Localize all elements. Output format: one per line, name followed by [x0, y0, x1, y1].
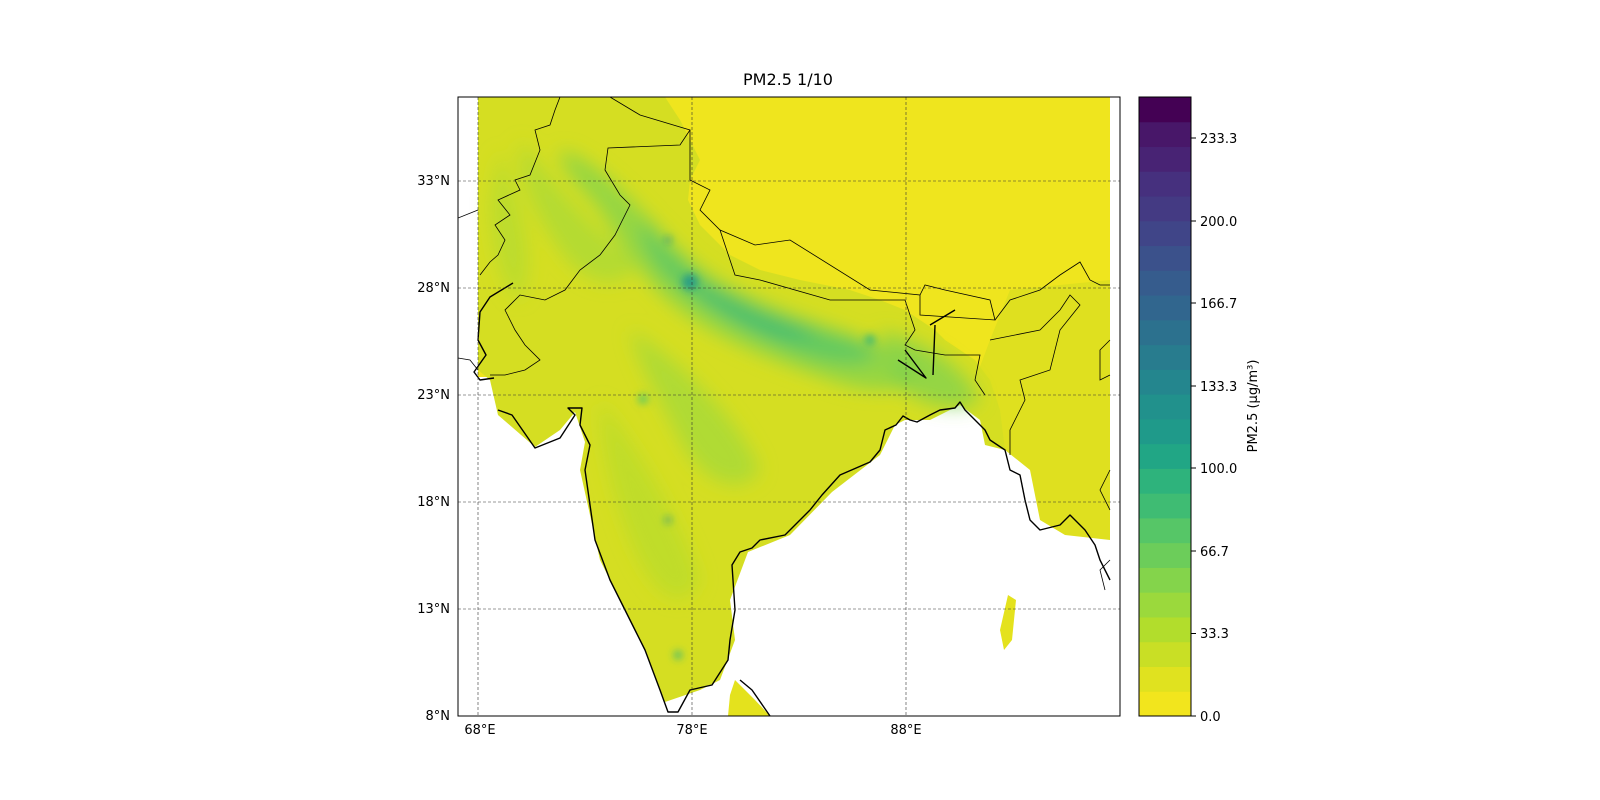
coastlines: [473, 282, 1111, 716]
colorbar-swatch: [1139, 121, 1191, 148]
colorbar-swatch: [1139, 171, 1191, 197]
andaman-islands: [1000, 595, 1016, 650]
colorbar-swatch: [1139, 146, 1191, 172]
lon-tick-label: 88°E: [890, 723, 921, 738]
colorbar-swatches: [1139, 97, 1191, 717]
colorbar-tick-label: 233.3: [1200, 132, 1237, 147]
colorbar-tick-label: 33.3: [1200, 627, 1229, 642]
pm-hotspots: [490, 140, 980, 599]
colorbar-swatch: [1139, 641, 1191, 667]
colorbar-swatch: [1139, 196, 1191, 222]
colorbar-swatch: [1139, 394, 1191, 420]
colorbar-swatch: [1139, 691, 1191, 717]
lon-tick-labels: 68°E 78°E 88°E: [464, 723, 921, 738]
colorbar-swatch: [1139, 245, 1191, 271]
colorbar-swatch: [1139, 666, 1191, 692]
colorbar-swatch: [1139, 517, 1191, 544]
colorbar-swatch: [1139, 542, 1191, 568]
sri-lanka-land: [728, 680, 770, 716]
lon-tick-label: 68°E: [464, 723, 495, 738]
colorbar-swatch: [1139, 295, 1191, 321]
pm-field-myanmar: [975, 280, 1110, 540]
colorbar-swatch: [1139, 344, 1191, 370]
colorbar-tick-label: 133.3: [1200, 380, 1237, 395]
colorbar-ticks: 0.0 33.3 66.7 100.0 133.3 166.7 200.0 23…: [1191, 132, 1237, 725]
lat-tick-labels: 33°N 28°N 23°N 18°N 13°N 8°N: [417, 174, 450, 724]
lat-tick-label: 18°N: [417, 495, 450, 510]
gridlines: [458, 97, 1120, 716]
colorbar-swatch: [1139, 418, 1191, 445]
map-area: [458, 97, 1120, 716]
colorbar-swatch: [1139, 592, 1191, 618]
colorbar-swatch: [1139, 468, 1191, 494]
lat-tick-label: 23°N: [417, 388, 450, 403]
colorbar-tick-label: 0.0: [1200, 710, 1221, 725]
colorbar-swatch: [1139, 443, 1191, 469]
lat-tick-label: 8°N: [426, 709, 451, 724]
colorbar-label: PM2.5 (µg/m³): [1246, 360, 1261, 453]
lat-tick-label: 13°N: [417, 602, 450, 617]
pm-small-hotspots: [638, 237, 875, 659]
map-frame: [457, 96, 1121, 717]
colorbar-tick-label: 166.7: [1200, 297, 1237, 312]
colorbar-tick-label: 66.7: [1200, 545, 1229, 560]
country-borders: [458, 97, 1111, 591]
colorbar-tick-label: 100.0: [1200, 462, 1237, 477]
colorbar-swatch: [1139, 369, 1191, 395]
lat-tick-label: 28°N: [417, 281, 450, 296]
colorbar-swatch: [1139, 97, 1191, 123]
lat-tick-label: 33°N: [417, 174, 450, 189]
colorbar-swatch: [1139, 270, 1191, 296]
colorbar-tick-label: 200.0: [1200, 215, 1237, 230]
map-title: PM2.5 1/10: [743, 70, 833, 89]
colorbar-frame: [1138, 96, 1192, 717]
colorbar-swatch: [1139, 616, 1191, 643]
colorbar-swatch: [1139, 567, 1191, 593]
lon-tick-label: 78°E: [676, 723, 707, 738]
colorbar-swatch: [1139, 220, 1191, 247]
colorbar-swatch: [1139, 493, 1191, 519]
colorbar-swatch: [1139, 319, 1191, 346]
